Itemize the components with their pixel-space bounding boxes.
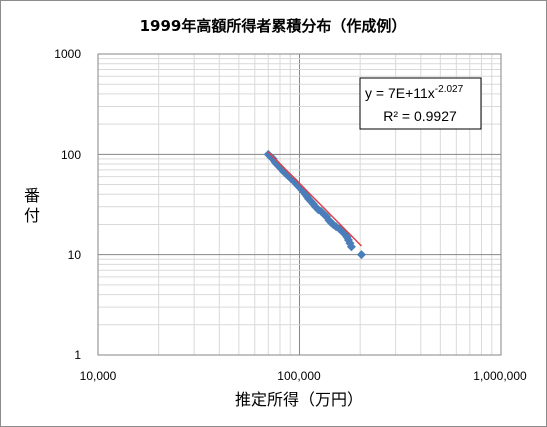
y-tick-label: 1 — [74, 348, 81, 362]
x-axis-label: 推定所得（万円） — [235, 390, 363, 409]
data-point — [346, 242, 356, 252]
y-tick-labels: 1000 100 10 1 — [54, 47, 81, 362]
y-axis-label: 番付 — [24, 186, 40, 225]
plot-area-border — [97, 53, 502, 356]
equation-exponent: -2.027 — [435, 84, 464, 95]
x-tick-label: 1,000,000 — [473, 369, 527, 383]
x-tick-label: 10,000 — [80, 369, 117, 383]
y-tick-label: 1000 — [54, 47, 81, 61]
x-tick-labels: 10,000 100,000 1,000,000 — [80, 369, 527, 383]
x-tick-label: 100,000 — [277, 369, 321, 383]
y-tick-label: 10 — [68, 248, 82, 262]
r-squared: R² = 0.9927 — [383, 108, 457, 124]
grid-lines — [97, 54, 501, 356]
data-point — [356, 250, 366, 260]
chart-title: 1999年高額所得者累積分布（作成例） — [140, 17, 407, 35]
equation-base: y = 7E+11x — [365, 85, 435, 101]
trendline-equation-box: y = 7E+11x-2.027 R² = 0.9927 — [359, 77, 482, 130]
trendline-equation: y = 7E+11x-2.027 — [365, 84, 464, 101]
y-tick-label: 100 — [61, 148, 81, 162]
trendline — [267, 151, 362, 247]
